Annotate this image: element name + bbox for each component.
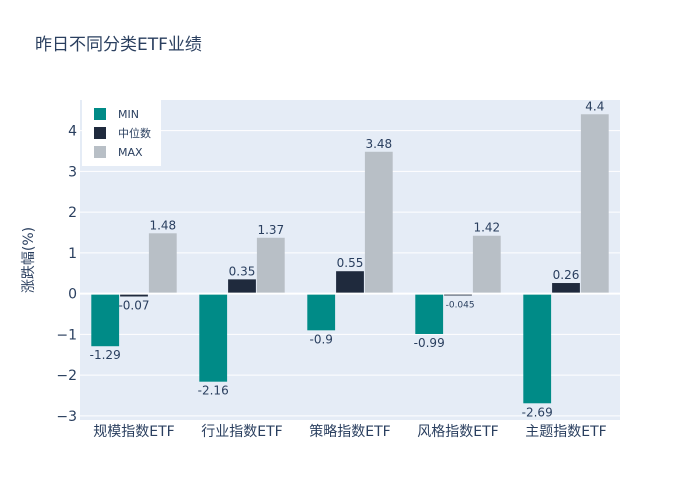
legend-item-label[interactable]: 中位数 <box>118 126 151 140</box>
legend-swatch <box>94 108 106 120</box>
data-label: 0.26 <box>553 268 580 282</box>
legend-swatch <box>94 127 106 139</box>
bar-MIN-主题指数ETF[interactable] <box>523 293 552 404</box>
data-labels: -1.29 -0.07 1.48 -2.16 0.35 1.37 -0.9 0.55 3.48 -… <box>90 99 605 419</box>
y-tick-label: −1 <box>56 327 77 343</box>
data-label: 1.42 <box>473 221 500 235</box>
y-tick-label: −2 <box>56 368 77 384</box>
x-tick-label: 策略指数ETF <box>309 423 390 440</box>
y-tick-label: 0 <box>68 287 77 303</box>
x-axis-ticks: 规模指数ETF 行业指数ETF 策略指数ETF 风格指数ETF 主题指数ETF <box>93 423 606 440</box>
bar-中位数-主题指数ETF[interactable] <box>552 283 580 294</box>
x-tick-label: 主题指数ETF <box>525 424 606 440</box>
y-axis-ticks: −3 −2 −1 0 1 2 3 4 <box>56 124 77 425</box>
bar-MAX-主题指数ETF[interactable] <box>580 114 609 294</box>
data-label: -0.9 <box>309 332 332 346</box>
data-label: -0.07 <box>118 298 149 312</box>
bar-MIN-行业指数ETF[interactable] <box>199 293 228 382</box>
legend-item-label[interactable]: MAX <box>118 146 143 159</box>
data-label: -0.99 <box>414 336 445 350</box>
bars <box>91 114 609 404</box>
data-label: 1.37 <box>257 223 284 237</box>
legend-item-label[interactable]: MIN <box>118 108 139 121</box>
y-tick-label: 2 <box>68 205 77 221</box>
bar-MIN-策略指数ETF[interactable] <box>307 293 336 331</box>
y-tick-label: −3 <box>56 409 77 425</box>
bar-MIN-风格指数ETF[interactable] <box>415 293 444 334</box>
data-label: 1.48 <box>149 218 176 232</box>
bar-中位数-行业指数ETF[interactable] <box>228 279 256 294</box>
bar-MAX-策略指数ETF[interactable] <box>364 151 393 294</box>
data-label: 3.48 <box>365 137 392 151</box>
x-tick-label: 规模指数ETF <box>93 424 174 440</box>
chart-title: 昨日不同分类ETF业绩 <box>35 35 202 55</box>
data-label: -2.16 <box>198 384 229 398</box>
y-tick-label: 1 <box>68 246 77 262</box>
data-label: -0.045 <box>446 300 475 310</box>
x-tick-label: 风格指数ETF <box>417 424 498 440</box>
x-tick-label: 行业指数ETF <box>201 424 282 440</box>
bar-MAX-风格指数ETF[interactable] <box>472 235 501 294</box>
legend[interactable]: MIN 中位数 MAX <box>82 100 161 166</box>
y-axis-label: 涨跌幅(%) <box>21 227 37 293</box>
bar-MIN-规模指数ETF[interactable] <box>91 293 120 347</box>
bar-MAX-行业指数ETF[interactable] <box>256 237 285 294</box>
data-label: -2.69 <box>522 405 553 419</box>
bar-中位数-规模指数ETF[interactable] <box>120 293 148 297</box>
y-tick-label: 3 <box>68 164 77 180</box>
data-label: -1.29 <box>90 348 121 362</box>
legend-swatch <box>94 146 106 158</box>
bar-MAX-规模指数ETF[interactable] <box>148 233 177 294</box>
data-label: 0.55 <box>337 256 364 270</box>
y-tick-label: 4 <box>68 124 77 140</box>
data-label: 4.4 <box>585 99 604 113</box>
bar-中位数-策略指数ETF[interactable] <box>336 271 364 294</box>
data-label: 0.35 <box>229 264 256 278</box>
